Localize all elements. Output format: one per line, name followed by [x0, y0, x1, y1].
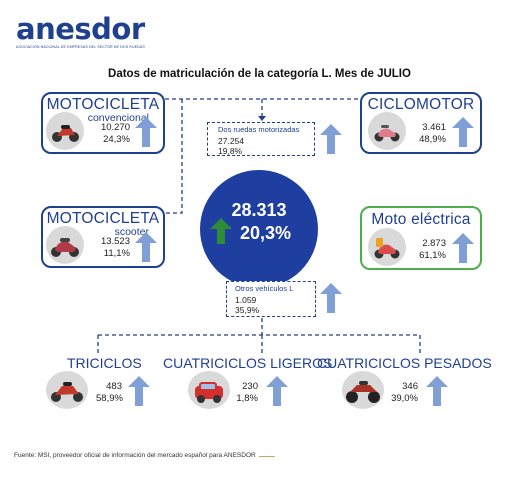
share: 39,0%	[391, 392, 418, 404]
scooter-icon	[46, 226, 84, 264]
card-subtitle: convencional	[87, 112, 149, 124]
logo-tagline: ASOCIACIÓN NACIONAL DE EMPRESAS DEL SECT…	[16, 45, 145, 49]
up-arrow-icon	[452, 117, 474, 147]
moto-electrica-values: 2.873 61,1%	[410, 238, 446, 261]
dos-ruedas-label: Dos ruedas motorizadas	[218, 125, 300, 134]
value: 3.461	[422, 122, 446, 133]
share: 48,9%	[419, 133, 446, 145]
moto-convencional-values: 10.270 24,3%	[90, 122, 130, 145]
value: 230	[242, 381, 258, 392]
value: 10.270	[100, 122, 130, 133]
share: 1,8%	[236, 392, 258, 404]
card-title: MOTOCICLETA	[46, 96, 160, 113]
total-circle: 28.313 20,3%	[200, 170, 318, 288]
up-arrow-green-icon	[210, 218, 232, 244]
ciclomotor-values: 3.461 48,9%	[410, 122, 446, 145]
value: 346	[402, 381, 418, 392]
source-footer: Fuente: MSI, proveedor oficial de inform…	[14, 452, 275, 459]
up-arrow-icon	[266, 376, 288, 406]
total-change: 20,3%	[240, 223, 292, 243]
dos-ruedas-share: 19,8%	[218, 146, 243, 156]
moto-scooter-values: 13.523 11,1%	[90, 236, 130, 259]
cuatriciclos-pesados-values: 346 39,0%	[390, 381, 418, 404]
dos-ruedas-box: Dos ruedas motorizadas 27.254 19,8%	[207, 122, 315, 156]
page-title: Datos de matriculación de la categoría L…	[108, 68, 411, 80]
up-arrow-icon	[135, 117, 157, 147]
otros-label: Otros vehículos L	[235, 284, 294, 293]
share: 24,3%	[103, 133, 130, 145]
cuatriciclos-ligeros-title: CUATRICICLOS LIGEROS	[163, 355, 333, 371]
logo-wordmark: anesdor	[16, 12, 145, 46]
msi-logo-mark	[258, 453, 275, 458]
otros-share: 35,9%	[235, 305, 260, 315]
share: 58,9%	[96, 392, 123, 404]
cuatriciclos-pesados-title: CUATRICICLOS PESADOS	[317, 355, 492, 371]
anesdor-logo: anesdor ASOCIACIÓN NACIONAL DE EMPRESAS …	[16, 14, 145, 49]
up-arrow-icon	[128, 376, 150, 406]
triciclos-values: 483 58,9%	[96, 381, 123, 404]
up-arrow-icon	[426, 376, 448, 406]
connector-left	[165, 99, 183, 214]
dos-ruedas-value: 27.254	[218, 135, 244, 146]
value: 13.523	[100, 236, 130, 247]
up-arrow-icon	[452, 233, 474, 263]
up-arrow-icon	[135, 232, 157, 262]
quad-icon	[342, 371, 384, 409]
share: 11,1%	[103, 247, 130, 259]
up-arrow-icon	[320, 283, 342, 313]
total-value: 28.313	[231, 200, 287, 220]
value: 483	[106, 381, 122, 392]
card-title: CICLOMOTOR	[367, 96, 475, 113]
otros-box: Otros vehículos L 1.059 35,9%	[226, 281, 316, 317]
value: 2.873	[422, 238, 446, 249]
microcar-icon	[188, 371, 230, 409]
card-title: Moto eléctrica	[371, 211, 471, 228]
footer-text: Fuente: MSI, proveedor oficial de inform…	[14, 452, 256, 459]
triciclos-title: TRICICLOS	[67, 355, 142, 371]
card-subtitle: scooter	[114, 226, 149, 238]
electric-scooter-icon	[368, 228, 406, 266]
share: 61,1%	[419, 249, 446, 261]
cuatriciclos-ligeros-values: 230 1,8%	[236, 381, 258, 404]
motorcycle-icon	[46, 112, 84, 150]
card-title: MOTOCICLETA	[46, 210, 160, 227]
trike-icon	[46, 371, 88, 409]
up-arrow-icon	[320, 124, 342, 154]
otros-value: 1.059	[235, 294, 257, 305]
moped-icon	[368, 112, 406, 150]
